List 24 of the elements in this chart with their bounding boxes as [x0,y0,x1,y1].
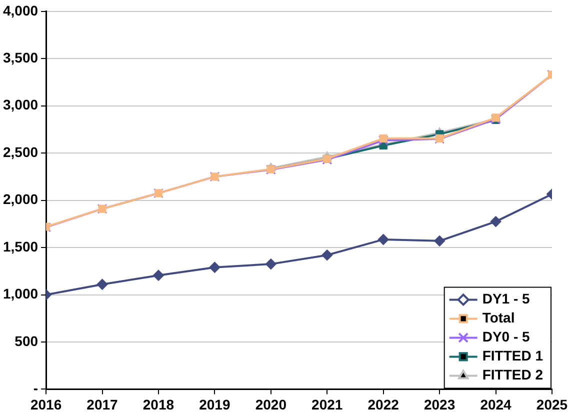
x-tick-label: 2023 [424,396,456,412]
y-tick-label: 3,500 [2,49,38,66]
y-tick-label: 4,000 [2,2,38,18]
y-tick-label: - [33,380,38,396]
y-tick-label: 1,500 [2,238,38,254]
y-tick-label: 3,000 [2,96,38,113]
y-tick-label: 2,000 [2,191,38,208]
legend-label: FITTED 2 [482,366,544,383]
x-tick-label: 2021 [312,396,343,412]
x-tick-label: 2024 [480,396,512,412]
legend-label: DY0 - 5 [482,328,530,345]
y-tick-label: 2,500 [2,144,38,160]
x-tick-label: 2022 [368,396,400,412]
x-tick-label: 2025 [536,396,568,412]
x-tick-label: 2018 [142,396,174,412]
x-tick-label: 2017 [86,396,118,412]
legend-label: FITTED 1 [482,348,544,364]
x-tick-label: 2020 [255,396,287,412]
legend-label: Total [482,310,515,326]
y-tick-label: 1,000 [2,286,38,302]
x-tick-label: 2016 [30,396,62,412]
y-tick-label: 500 [14,332,38,349]
x-tick-label: 2019 [199,396,230,412]
legend-label: DY1 - 5 [482,290,530,307]
